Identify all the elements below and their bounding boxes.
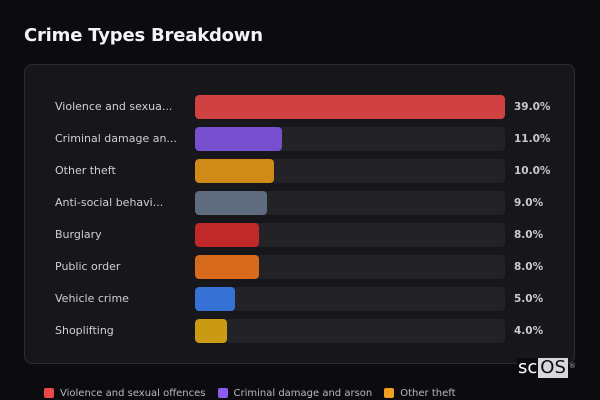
bar-row: Criminal damage an... 11.0%	[25, 127, 574, 151]
legend-label: Other theft	[400, 387, 456, 399]
registered-mark: ®	[568, 362, 576, 370]
bar-fill[interactable]	[195, 159, 275, 183]
bar-row: Anti-social behavi... 9.0%	[25, 191, 574, 215]
bar-value: 39.0%	[514, 101, 551, 113]
bar-fill[interactable]	[195, 287, 235, 311]
bar-value: 10.0%	[514, 165, 551, 177]
legend-label: Criminal damage and arson	[233, 387, 373, 399]
bar-row: Vehicle crime 5.0%	[25, 287, 574, 311]
bar-track	[195, 287, 505, 311]
bar-label: Burglary	[55, 228, 102, 241]
bar-label: Other theft	[55, 164, 116, 177]
bar-track	[195, 127, 505, 151]
legend-swatch	[217, 388, 228, 398]
bar-value: 11.0%	[514, 133, 551, 145]
bar-fill[interactable]	[195, 95, 505, 119]
bar-label: Anti-social behavi...	[55, 196, 164, 209]
bar-label: Shoplifting	[55, 324, 114, 337]
bar-label: Vehicle crime	[55, 292, 129, 305]
watermark-left: sc	[517, 357, 539, 378]
bar-row: Other theft 10.0%	[25, 159, 574, 183]
bar-row: Shoplifting 4.0%	[25, 319, 574, 343]
bar-row: Public order 8.0%	[25, 255, 574, 279]
bar-value: 9.0%	[514, 197, 544, 209]
bar-value: 4.0%	[514, 325, 544, 337]
legend-item[interactable]: Criminal damage and arson	[217, 387, 373, 399]
bar-fill[interactable]	[195, 223, 259, 247]
watermark-logo: sc OS ®	[517, 357, 576, 378]
bar-fill[interactable]	[195, 255, 259, 279]
bar-track	[195, 95, 505, 119]
bar-row: Violence and sexua... 39.0%	[25, 95, 574, 119]
bar-label: Public order	[55, 260, 121, 273]
legend-swatch	[44, 388, 54, 398]
bar-value: 8.0%	[514, 261, 544, 273]
legend-item[interactable]: Other theft	[384, 387, 456, 399]
bar-track	[195, 191, 505, 215]
bar-track	[195, 159, 505, 183]
watermark-right: OS	[538, 357, 568, 378]
chart-title: Crime Types Breakdown	[24, 25, 263, 46]
bar-value: 8.0%	[514, 229, 544, 241]
bar-track	[195, 223, 505, 247]
bar-track	[195, 255, 505, 279]
legend-label: Violence and sexual offences	[60, 387, 206, 399]
bar-fill[interactable]	[195, 127, 283, 151]
legend-swatch	[384, 388, 395, 398]
bar-track	[195, 319, 505, 343]
bar-fill[interactable]	[195, 319, 227, 343]
chart-legend: Violence and sexual offences Criminal dam…	[44, 386, 468, 400]
bar-value: 5.0%	[514, 293, 544, 305]
bar-row: Burglary 8.0%	[25, 223, 574, 247]
bar-fill[interactable]	[195, 191, 267, 215]
bar-label: Criminal damage an...	[55, 132, 177, 145]
chart-card: Violence and sexua... 39.0% Criminal damag…	[24, 64, 575, 364]
legend-item[interactable]: Violence and sexual offences	[44, 388, 206, 399]
bar-label: Violence and sexua...	[55, 100, 173, 113]
